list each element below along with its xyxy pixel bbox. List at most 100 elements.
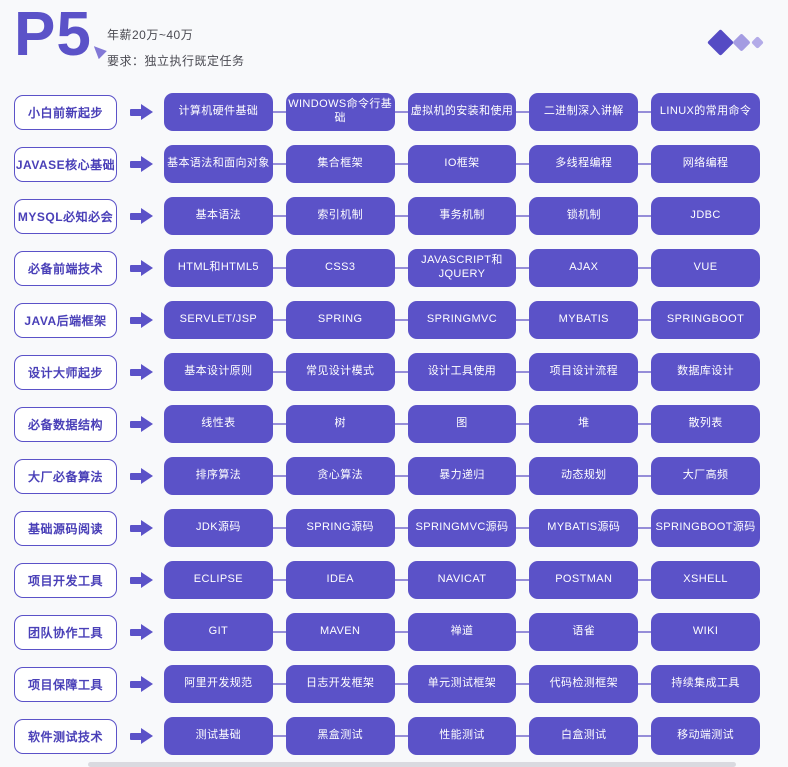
topic-box: SPRINGBOOT源码: [638, 509, 760, 547]
category-label: 必备数据结构: [14, 406, 117, 442]
topic-box: VUE: [638, 249, 760, 287]
category-text: 基础源码阅读: [27, 521, 103, 536]
topic-label: JDBC: [690, 209, 721, 222]
topic-label: SPRINGBOOT源码: [655, 521, 756, 534]
topic-box: 常见设计模式: [272, 353, 395, 391]
horizontal-scrollbar[interactable]: [88, 762, 736, 767]
topic-box: SPRING源码: [272, 509, 395, 547]
topic-box: 虚拟机的安装和使用: [394, 93, 517, 131]
diamonds-decoration: [707, 29, 764, 56]
topic-box: ECLIPSE: [164, 561, 273, 599]
topic-box: XSHELL: [638, 561, 760, 599]
category-label: JAVA后端框架: [14, 302, 117, 338]
topics-track: 阿里开发规范 日志开发框架 单元测试框架 代码检测框架 持续集成工具: [164, 665, 760, 703]
topic-label: SPRINGMVC: [426, 313, 498, 326]
topic-box: IO框架: [394, 145, 517, 183]
roadmap-row: 小白前新起步 计算机硬件基础 WINDOWS命令行基础 虚拟机的安装和使用 二进制深入…: [0, 86, 788, 138]
topic-label: 基本语法和面向对象: [167, 157, 270, 170]
topics-track: 排序算法 贪心算法 暴力递归 动态规划 大厂高频: [164, 457, 760, 495]
topic-box: CSS3: [272, 249, 395, 287]
topic-label: 移动端测试: [677, 729, 735, 742]
requirement-text: 要求：独立执行既定任务: [107, 54, 245, 68]
topic-box: 线性表: [164, 405, 273, 443]
level-text: P5: [14, 0, 92, 69]
arrow-right-icon: [130, 416, 154, 432]
topic-label: 图: [456, 417, 468, 430]
topic-label: 堆: [578, 417, 590, 430]
topic-box: 持续集成工具: [638, 665, 760, 703]
topic-box: 测试基础: [164, 717, 273, 755]
page-header: P5 年薪20万~40万 要求：独立执行既定任务: [0, 0, 788, 86]
arrow-right-icon: [130, 572, 154, 588]
topics-track: 线性表 树 图 堆 散列表: [164, 405, 760, 443]
diamond-icon: [751, 36, 764, 49]
topic-box: 计算机硬件基础: [164, 93, 273, 131]
topic-box: SPRINGMVC: [394, 301, 517, 339]
topic-label: 项目设计流程: [549, 365, 618, 378]
topic-label: GIT: [208, 625, 229, 638]
topic-label: 常见设计模式: [305, 365, 375, 378]
topic-box: JDBC: [638, 197, 760, 235]
topic-box: 事务机制: [394, 197, 517, 235]
topic-box: LINUX的常用命令: [638, 93, 760, 131]
topic-label: 大厂高频: [682, 469, 729, 482]
topics-track: 基本语法和面向对象 集合框架 IO框架 多线程编程 网络编程: [164, 145, 760, 183]
category-label: 项目保障工具: [14, 666, 117, 702]
topic-box: 数据库设计: [638, 353, 760, 391]
topic-box: 项目设计流程: [516, 353, 639, 391]
topics-track: 测试基础 黑盒测试 性能测试 白盒测试 移动端测试: [164, 717, 760, 755]
topic-box: 多线程编程: [516, 145, 639, 183]
roadmap-row: 设计大师起步 基本设计原则 常见设计模式 设计工具使用 项目设计流程 数据库设计: [0, 346, 788, 398]
header-texts: 年薪20万~40万 要求：独立执行既定任务: [107, 26, 245, 69]
arrow-right-icon: [130, 728, 154, 744]
topic-box: JDK源码: [164, 509, 273, 547]
topic-box: SPRING: [272, 301, 395, 339]
topic-label: XSHELL: [683, 573, 728, 586]
roadmap-row: JAVASE核心基础 基本语法和面向对象 集合框架 IO框架 多线程编程 网络编程: [0, 138, 788, 190]
arrow-right-icon: [130, 312, 154, 328]
topic-box: 白盒测试: [516, 717, 639, 755]
topic-box: 索引机制: [272, 197, 395, 235]
topic-box: 语雀: [516, 613, 639, 651]
topic-box: IDEA: [272, 561, 395, 599]
topic-label: 数据库设计: [677, 365, 735, 378]
topic-label: MAVEN: [320, 625, 361, 638]
topic-label: 排序算法: [195, 469, 242, 482]
arrow-right-icon: [130, 624, 154, 640]
topic-label: 阿里开发规范: [184, 677, 253, 690]
topic-box: 黑盒测试: [272, 717, 395, 755]
topics-track: JDK源码 SPRING源码 SPRINGMVC源码 MYBATIS源码 SPRINGB…: [164, 509, 760, 547]
topics-track: 计算机硬件基础 WINDOWS命令行基础 虚拟机的安装和使用 二进制深入讲解 LINUX…: [164, 93, 760, 131]
category-text: 设计大师起步: [27, 365, 103, 380]
topic-box: HTML和HTML5: [164, 249, 273, 287]
rows-container: 小白前新起步 计算机硬件基础 WINDOWS命令行基础 虚拟机的安装和使用 二进制深入…: [0, 86, 788, 762]
topics-track: 基本设计原则 常见设计模式 设计工具使用 项目设计流程 数据库设计: [164, 353, 760, 391]
topic-box: 二进制深入讲解: [516, 93, 639, 131]
topic-box: SERVLET/JSP: [164, 301, 273, 339]
topic-label: SPRING源码: [306, 521, 374, 534]
topic-label: 树: [334, 417, 346, 430]
level-badge: P5: [14, 2, 107, 67]
topic-box: 大厂高频: [638, 457, 760, 495]
topic-label: 持续集成工具: [671, 677, 740, 690]
topics-track: HTML和HTML5 CSS3 JAVASCRIPT和JQUERY AJAX VUE: [164, 249, 760, 287]
topic-label: ECLIPSE: [193, 573, 244, 586]
topic-label: 贪心算法: [317, 469, 363, 482]
topic-box: 动态规划: [516, 457, 639, 495]
topic-box: 堆: [516, 405, 639, 443]
topic-label: VUE: [693, 261, 718, 274]
topic-label: 事务机制: [439, 209, 485, 222]
topic-label: 黑盒测试: [317, 729, 363, 742]
topic-label: 动态规划: [560, 469, 607, 482]
arrow-right-icon: [130, 364, 154, 380]
topic-box: 基本设计原则: [164, 353, 273, 391]
diamond-icon: [707, 29, 734, 56]
topic-label: MYBATIS源码: [547, 521, 621, 534]
topic-label: 散列表: [688, 417, 723, 430]
topic-label: AJAX: [569, 261, 599, 274]
topic-box: MAVEN: [272, 613, 395, 651]
topic-label: 日志开发框架: [305, 677, 375, 690]
topic-label: 锁机制: [566, 209, 601, 222]
topic-label: HTML和HTML5: [177, 261, 259, 274]
topic-box: 基本语法: [164, 197, 273, 235]
